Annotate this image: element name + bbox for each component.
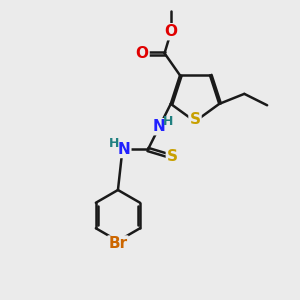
Text: H: H [109, 137, 119, 150]
Text: H: H [163, 115, 173, 128]
Text: S: S [167, 149, 178, 164]
Text: O: O [164, 24, 178, 39]
Text: Br: Br [108, 236, 128, 251]
Text: N: N [153, 119, 166, 134]
Text: N: N [118, 142, 130, 157]
Text: O: O [136, 46, 148, 61]
Text: S: S [190, 112, 200, 128]
